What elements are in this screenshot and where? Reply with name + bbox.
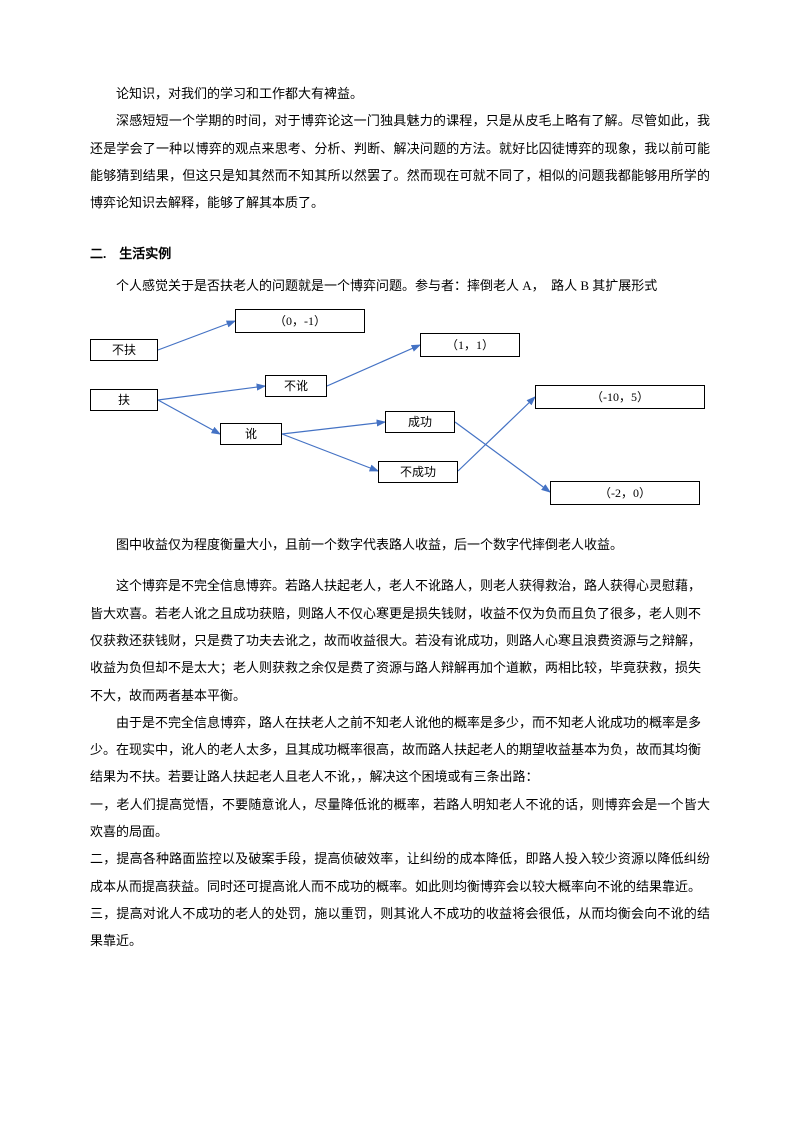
body-para-1: 这个博弈是不完全信息博弈。若路人扶起老人，老人不讹路人，则老人获得救治，路人获得… bbox=[90, 572, 710, 708]
node-buwu: 不讹 bbox=[265, 375, 327, 397]
section-title: 二. 生活实例 bbox=[90, 240, 710, 267]
node-buchenggong: 不成功 bbox=[378, 461, 458, 483]
top-para-1: 论知识，对我们的学习和工作都大有裨益。 bbox=[90, 80, 710, 107]
node-bufu: 不扶 bbox=[90, 339, 158, 361]
node-wu: 讹 bbox=[220, 423, 282, 445]
node-fu: 扶 bbox=[90, 389, 158, 411]
top-para-2: 深感短短一个学期的时间，对于博弈论这一门独具魅力的课程，只是从皮毛上略有了解。尽… bbox=[90, 107, 710, 216]
document-page: 论知识，对我们的学习和工作都大有裨益。 深感短短一个学期的时间，对于博弈论这一门… bbox=[0, 0, 800, 1015]
list-item-3: 三，提高对讹人不成功的老人的处罚，施以重罚，则其讹人不成功的收益将会很低，从而均… bbox=[90, 900, 710, 955]
diagram-caption: 图中收益仅为程度衡量大小，且前一个数字代表路人收益，后一个数字代摔倒老人收益。 bbox=[90, 531, 710, 558]
game-tree-diagram: 不扶 扶 （0，-1） 不讹 讹 （1，1） 成功 不成功 （-10，5） （-… bbox=[90, 303, 710, 523]
list-item-2: 二，提高各种路面监控以及破案手段，提高侦破效率，让纠纷的成本降低，即路人投入较少… bbox=[90, 845, 710, 900]
node-payoff-1: （1，1） bbox=[420, 333, 520, 357]
list-item-1: 一，老人们提高觉悟，不要随意讹人，尽量降低讹的概率，若路人明知老人不讹的话，则博… bbox=[90, 791, 710, 846]
node-payoff-2: （-10，5） bbox=[535, 385, 705, 409]
node-chenggong: 成功 bbox=[385, 411, 455, 433]
node-payoff-3: （-2，0） bbox=[550, 481, 700, 505]
intro-para: 个人感觉关于是否扶老人的问题就是一个博弈问题。参与者：摔倒老人 A， 路人 B … bbox=[90, 272, 710, 299]
body-para-2: 由于是不完全信息博弈，路人在扶老人之前不知老人讹他的概率是多少，而不知老人讹成功… bbox=[90, 709, 710, 791]
node-payoff-0: （0，-1） bbox=[235, 309, 365, 333]
